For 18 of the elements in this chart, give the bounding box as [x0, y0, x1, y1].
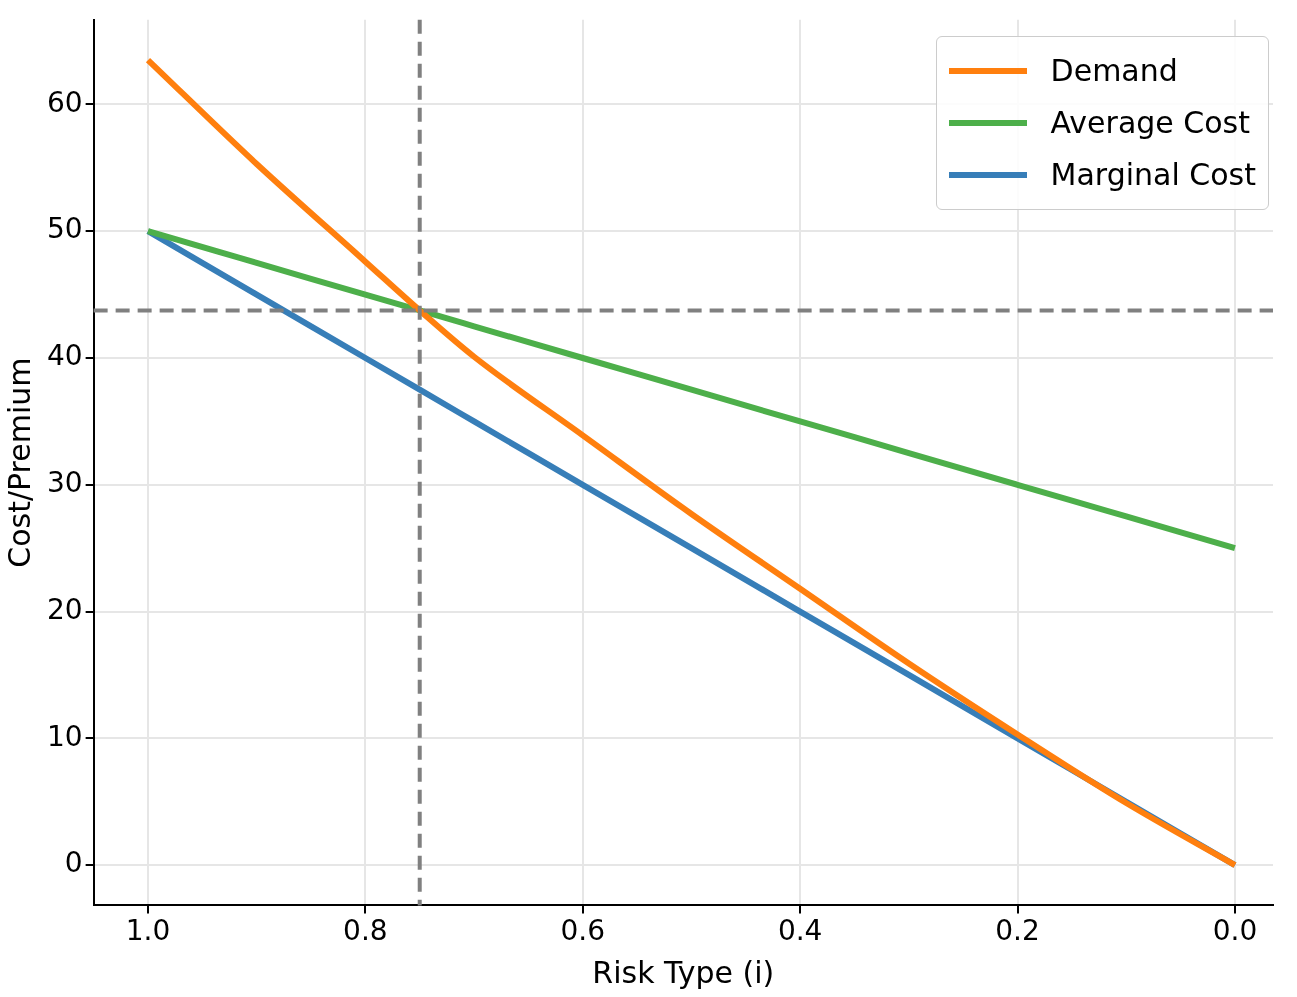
- x-tick-label: 0.8: [343, 914, 388, 948]
- y-axis-title: Cost/Premium: [1, 357, 37, 568]
- y-tick-label: 10: [46, 719, 83, 753]
- y-tick-label: 50: [46, 212, 83, 246]
- legend-label: Marginal Cost: [1050, 157, 1256, 193]
- legend-label: Average Cost: [1050, 105, 1251, 141]
- x-tick-label: 0.2: [995, 914, 1040, 948]
- x-tick-label: 1.0: [125, 914, 171, 948]
- y-tick-label: 60: [46, 85, 83, 119]
- x-tick-label: 0.6: [560, 914, 606, 948]
- y-tick-label: 30: [46, 466, 83, 500]
- legend-label: Demand: [1050, 53, 1178, 89]
- x-tick-label: 0.4: [777, 914, 823, 948]
- y-tick-label: 40: [46, 339, 83, 373]
- x-tick-label: 0.0: [1212, 914, 1258, 948]
- y-tick-label: 0: [64, 846, 83, 880]
- x-axis-title: Risk Type (i): [592, 954, 775, 990]
- y-tick-label: 20: [46, 592, 83, 626]
